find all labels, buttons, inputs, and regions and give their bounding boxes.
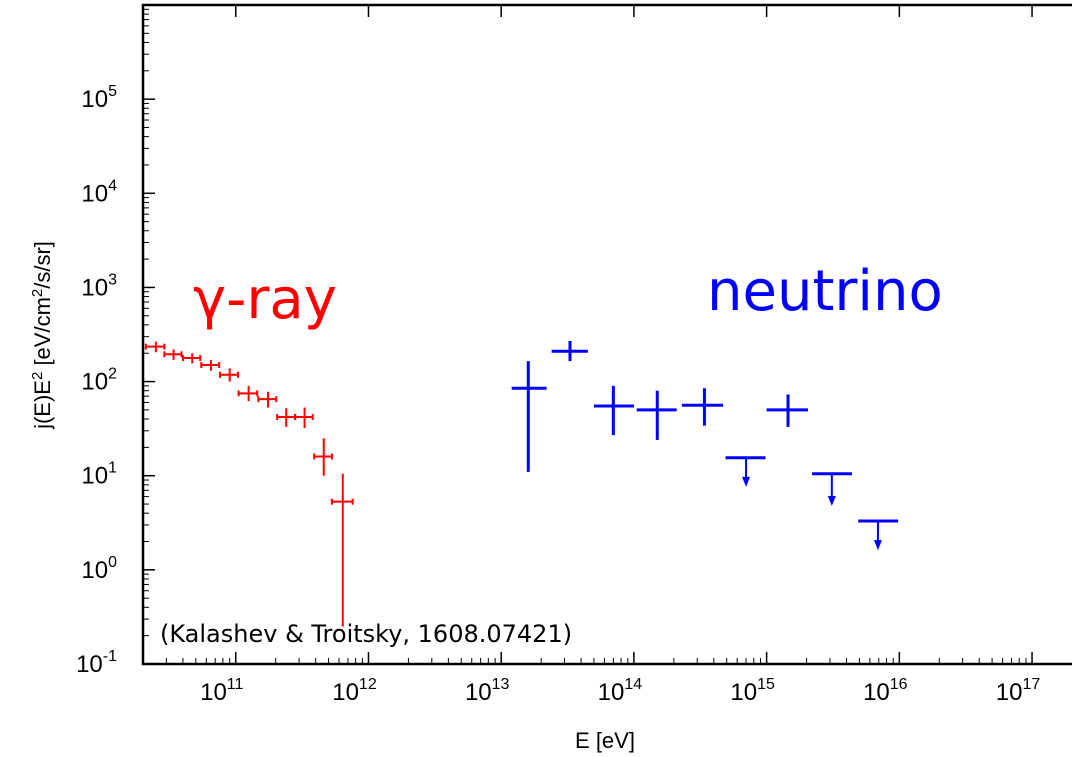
gamma-data-point bbox=[257, 391, 278, 408]
y-tick-label: 100 bbox=[81, 554, 117, 584]
y-tick-label: 101 bbox=[81, 460, 117, 490]
neutrino-data-point bbox=[551, 340, 588, 362]
gamma-data-point bbox=[218, 368, 240, 382]
gamma-data-point bbox=[313, 438, 333, 476]
data-group bbox=[144, 340, 899, 627]
x-tick-label: 1014 bbox=[598, 676, 643, 706]
neutrino-limit-arrowhead bbox=[742, 476, 751, 487]
neutrino-upper-limit bbox=[725, 456, 766, 487]
x-tick-label: 1013 bbox=[465, 676, 510, 706]
x-tick-label: 1012 bbox=[332, 676, 377, 706]
ticks-group: 1011 1012 1013 1014 1015 1016 1017 10-1 100 101 10… bbox=[76, 5, 1040, 706]
gamma-data-point bbox=[181, 353, 202, 364]
y-tick-label: 103 bbox=[81, 271, 117, 301]
y-axis-label: j(E)E2 [eV/cm2/s/sr] bbox=[29, 241, 55, 430]
x-tick-label: 1016 bbox=[863, 676, 908, 706]
gamma-data-point bbox=[163, 349, 183, 360]
x-tick-label: 1011 bbox=[200, 676, 243, 706]
y-tick-label: 10-1 bbox=[76, 648, 117, 678]
x-axis-label: E [eV] bbox=[575, 728, 635, 753]
gamma-ray-label: γ-ray bbox=[193, 267, 337, 332]
gamma-data-point bbox=[200, 359, 221, 371]
y-tick-label: 104 bbox=[81, 177, 117, 207]
neutrino-upper-limit bbox=[812, 472, 853, 507]
y-tick-label: 102 bbox=[81, 366, 117, 396]
neutrino-data-point bbox=[593, 385, 634, 436]
gamma-data-point bbox=[276, 408, 297, 427]
plot-frame-group bbox=[141, 3, 1072, 666]
neutrino-data-point bbox=[636, 390, 677, 440]
gamma-data-point bbox=[294, 407, 314, 429]
neutrino-upper-limit bbox=[858, 519, 899, 551]
neutrino-data-point bbox=[766, 394, 808, 427]
gamma-data-point bbox=[144, 341, 166, 353]
gamma-data-point bbox=[330, 473, 354, 627]
gamma-data-point bbox=[237, 385, 259, 402]
plot-frame bbox=[141, 3, 1072, 666]
neutrino-limit-arrowhead bbox=[873, 540, 882, 551]
x-tick-label: 1017 bbox=[996, 676, 1041, 706]
neutrino-data-point bbox=[681, 388, 724, 426]
neutrino-label: neutrino bbox=[707, 259, 943, 324]
neutrino-data-point bbox=[511, 361, 547, 472]
y-tick-label: 105 bbox=[81, 83, 117, 113]
citation-annotation: (Kalashev & Troitsky, 1608.07421) bbox=[160, 620, 572, 648]
neutrino-limit-arrowhead bbox=[827, 496, 836, 507]
x-tick-label: 1015 bbox=[730, 676, 775, 706]
